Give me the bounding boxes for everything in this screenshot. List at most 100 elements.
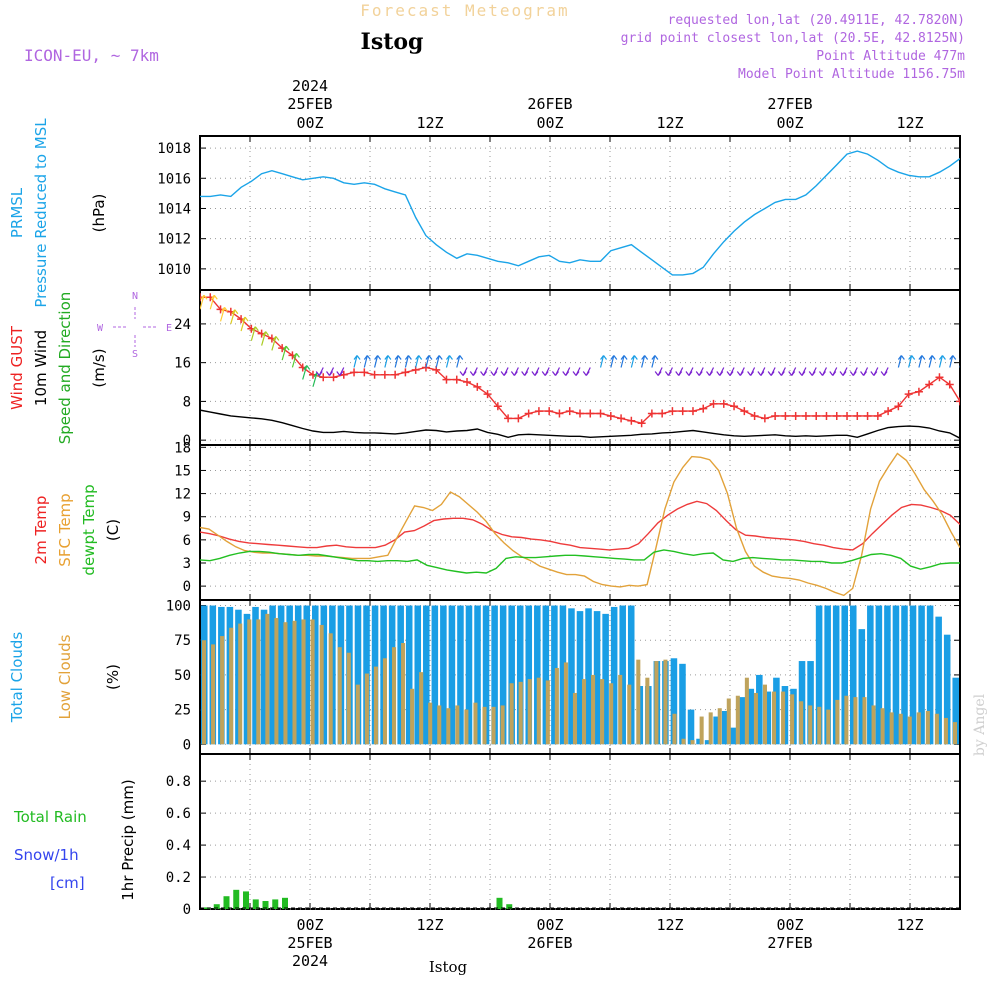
gust-marker (586, 409, 595, 418)
total-cloud-bar (252, 606, 259, 745)
total-cloud-bar (508, 605, 515, 745)
y-tick-label: 0 (183, 579, 191, 595)
gust-marker (843, 411, 852, 420)
gust-marker (719, 399, 728, 408)
total-cloud-bar (440, 605, 447, 745)
gust-marker (576, 409, 584, 418)
wind-arrow (384, 355, 389, 368)
series-line-2m-temp (200, 500, 960, 551)
wind-arrow-head (897, 355, 905, 360)
low-cloud-bar (518, 681, 523, 745)
wind-arrow (918, 355, 923, 368)
gust-marker (647, 409, 656, 418)
gust-marker (832, 411, 841, 420)
total-cloud-bar (243, 613, 251, 745)
low-cloud-bar (337, 647, 342, 745)
y-tick-label: 18 (174, 440, 191, 456)
panel-label: dewpt Temp (80, 484, 98, 575)
low-cloud-bar (717, 708, 722, 745)
panel-temperature: 0 3 6 9 12 15 18 2m Temp SFC Temp dewpt Temp (C) (32, 440, 961, 601)
low-cloud-bar (328, 633, 333, 745)
total-cloud-bar (516, 605, 524, 745)
wind-arrow (435, 355, 440, 368)
wind-arrow (353, 355, 358, 368)
low-cloud-bar (690, 740, 695, 745)
gust-marker (956, 397, 960, 406)
low-cloud-bar (509, 683, 514, 745)
wind-arrow-head (500, 371, 508, 376)
wind-arrow (240, 316, 246, 332)
low-cloud-bar (482, 706, 487, 745)
wind-arrow-head (435, 355, 443, 360)
low-cloud-bar (753, 692, 758, 745)
total-cloud-bar (312, 605, 319, 745)
y-tick-label: 0 (183, 433, 191, 449)
wind-arrow (374, 355, 379, 368)
gust-marker (935, 373, 944, 382)
rain-bar (252, 899, 259, 909)
low-cloud-bar (943, 717, 948, 745)
wind-arrow (651, 355, 656, 368)
low-cloud-bar (808, 705, 813, 745)
gust-marker (904, 390, 913, 399)
gust-marker (914, 387, 923, 396)
gust-marker (596, 409, 605, 418)
bottom-time-tick-label: 00Z (536, 916, 563, 934)
total-cloud-bar (559, 605, 567, 745)
y-tick-label: 100 (166, 599, 191, 615)
low-cloud-bar (817, 706, 822, 745)
panel-label: (m/s) (90, 348, 108, 387)
gust-marker (945, 380, 954, 389)
wind-arrow-head (949, 355, 957, 360)
wind-arrow-head (747, 371, 755, 376)
wind-arrow (610, 355, 615, 368)
wind-arrow-head (706, 371, 713, 376)
total-cloud-bar (405, 605, 413, 745)
wind-compass: N S W E (97, 291, 172, 360)
total-cloud-bar (269, 605, 276, 745)
wind-arrow-head (798, 371, 806, 376)
time-axes: 00Z 00Z 12Z 12Z 00Z 00Z 12Z 12Z 00Z 00Z 12Z 12Z 25FE… (287, 77, 923, 970)
rain-bar (272, 899, 279, 909)
gust-marker (873, 411, 882, 420)
total-cloud-bar (260, 609, 268, 745)
panel-data (201, 605, 959, 745)
gust-marker (771, 411, 780, 420)
y-tick-label: 25 (174, 703, 191, 719)
y-tick-label: 12 (174, 487, 191, 503)
total-cloud-bar (696, 738, 703, 745)
top-time-tick-label: 00Z (296, 114, 323, 132)
low-cloud-bar (853, 697, 858, 745)
bottom-time-tick-label: 00Z (296, 916, 323, 934)
gust-marker (822, 411, 831, 420)
wind-arrow-head (849, 371, 857, 376)
low-cloud-bar (744, 677, 749, 745)
y-tick-label: 0.8 (166, 774, 191, 790)
rain-bar (262, 901, 269, 909)
rain-bar (213, 904, 220, 909)
gust-marker (370, 370, 379, 379)
panel-label: Total Rain (13, 808, 87, 826)
total-cloud-bar (294, 605, 302, 745)
series-line-prmsl (200, 150, 960, 276)
compass-s: S (132, 349, 138, 360)
low-cloud-bar (799, 701, 804, 745)
wind-arrow (425, 355, 430, 368)
panel-label: (%) (104, 664, 122, 690)
total-cloud-bar (568, 608, 575, 745)
gust-marker (617, 414, 626, 423)
total-cloud-bar (807, 661, 814, 745)
panel-data (200, 452, 960, 597)
panel-clouds: 0 25 50 75 100 Total Clouds Low Clouds (%) (8, 599, 961, 755)
gust-marker (391, 370, 400, 379)
super-title: Forecast Meteogram (360, 1, 569, 20)
y-tick-label: 3 (183, 556, 191, 572)
wind-arrow-head (315, 371, 323, 376)
wind-arrow-head (736, 371, 744, 376)
y-tick-label: 0.6 (166, 806, 191, 822)
total-cloud-bar (610, 606, 618, 745)
gust-marker (750, 411, 759, 420)
wind-arrow-head (582, 371, 590, 376)
wind-arrow-head (572, 371, 580, 376)
low-cloud-bar (355, 684, 360, 745)
